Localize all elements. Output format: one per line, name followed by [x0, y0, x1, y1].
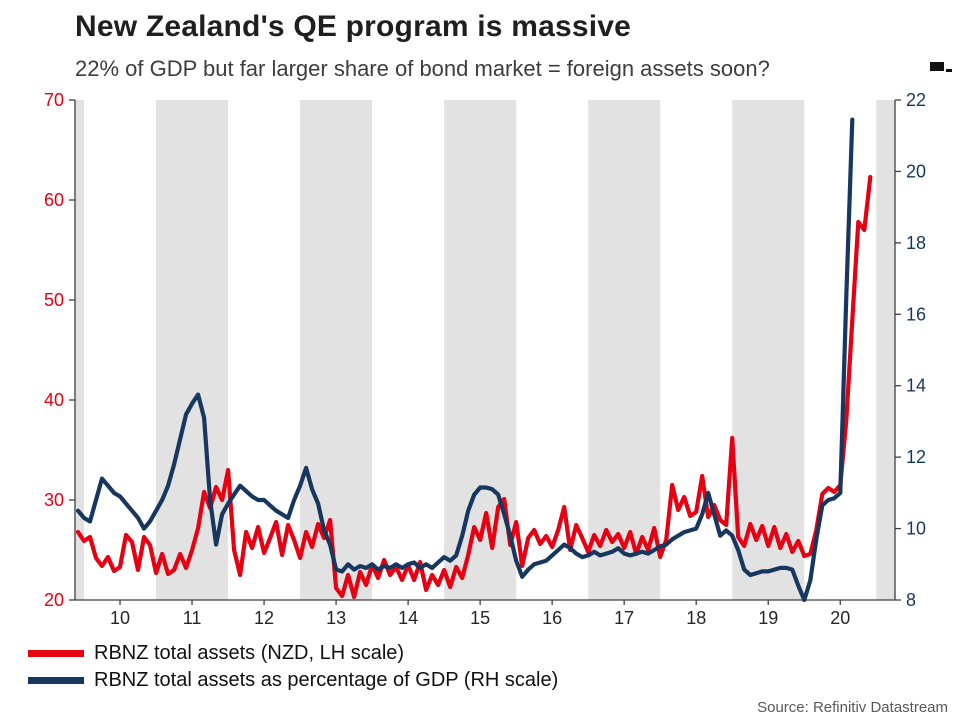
year-band: [588, 100, 661, 600]
left-axis-label: 30: [44, 490, 64, 510]
year-band: [876, 100, 895, 600]
right-axis-label: 14: [906, 376, 926, 396]
right-axis-label: 16: [906, 304, 926, 324]
left-axis-label: 40: [44, 390, 64, 410]
right-axis-label: 10: [906, 519, 926, 539]
x-axis-label: 14: [398, 608, 418, 628]
right-axis-label: 18: [906, 233, 926, 253]
chart-plot-area: 20 30 40 50 60 70 8 10 12 14 16 18 20 22 10 11 12 13 14 15 1…: [44, 90, 926, 628]
year-band: [732, 100, 805, 600]
left-axis-label: 20: [44, 590, 64, 610]
x-axis-label: 15: [470, 608, 490, 628]
chart-subtitle: 22% of GDP but far larger share of bond …: [75, 56, 770, 81]
year-band: [156, 100, 229, 600]
x-axis-label: 19: [758, 608, 778, 628]
right-axis-label: 22: [906, 90, 926, 110]
legend-label: RBNZ total assets as percentage of GDP (…: [94, 669, 559, 691]
right-axis-label: 12: [906, 447, 926, 467]
chart-title: New Zealand's QE program is massive: [75, 10, 632, 43]
x-axis-label: 16: [542, 608, 562, 628]
chart-legend: RBNZ total assets (NZD, LH scale) RBNZ t…: [28, 640, 558, 694]
legend-item: RBNZ total assets as percentage of GDP (…: [28, 667, 558, 694]
x-axis-label: 17: [614, 608, 634, 628]
left-axis-label: 60: [44, 190, 64, 210]
legend-swatch-red-line: [28, 650, 84, 657]
logo-mark-icon: [946, 69, 952, 72]
x-axis-label: 12: [254, 608, 274, 628]
legend-label: RBNZ total assets (NZD, LH scale): [94, 642, 405, 664]
left-axis-label: 70: [44, 90, 64, 110]
left-axis-label: 50: [44, 290, 64, 310]
legend-swatch-navy-line: [28, 677, 84, 684]
x-axis-label: 11: [183, 608, 202, 628]
x-axis-label: 18: [686, 608, 706, 628]
year-band: [75, 100, 85, 600]
x-axis-label: 10: [110, 608, 130, 628]
x-axis-label: 13: [326, 608, 346, 628]
legend-item: RBNZ total assets (NZD, LH scale): [28, 640, 558, 667]
logo-mark-icon: [930, 62, 944, 71]
source-note: Source: Refinitiv Datastream: [757, 699, 948, 716]
series-line-1: [75, 117, 855, 603]
x-axis-label: 20: [830, 608, 850, 628]
year-band: [300, 100, 373, 600]
right-axis-label: 20: [906, 161, 926, 181]
right-axis-label: 8: [906, 590, 916, 610]
